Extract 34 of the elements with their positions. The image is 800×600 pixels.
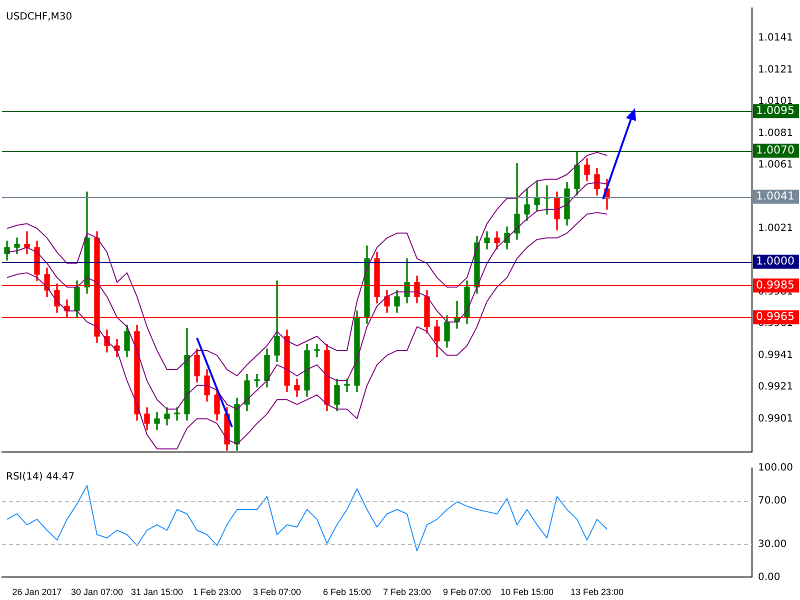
x-tick-label: 31 Jan 15:00	[130, 587, 184, 598]
y-tick-label: 1.0141	[758, 32, 793, 44]
ref-line-label: 1.0070	[756, 144, 794, 157]
y-tick-label: 70.00	[758, 495, 787, 506]
chart-title: RSI(14) 44.47	[6, 472, 75, 483]
y-tick-label: 1.0081	[758, 128, 793, 139]
y-tick-label: 0.9901	[758, 413, 793, 424]
chart-title: USDCHF,M30	[6, 12, 72, 23]
y-tick-label: 1.0061	[758, 160, 793, 171]
x-tick-label: 30 Jan 07:00	[70, 587, 124, 598]
candlestick	[314, 344, 320, 358]
y-tick-label: 1.0121	[758, 64, 793, 76]
x-tick-label: 6 Feb 15:00	[322, 587, 372, 598]
x-tick-label: 7 Feb 23:00	[382, 587, 432, 598]
y-tick-label: 30.00	[758, 539, 787, 550]
ref-line-label: 0.9965	[756, 310, 794, 324]
x-tick-label: 10 Feb 15:00	[500, 587, 554, 598]
ref-line-label: 1.0095	[756, 104, 794, 117]
x-tick-label: 26 Jan 2017	[12, 587, 62, 598]
x-tick-label: 1 Feb 23:00	[192, 587, 242, 598]
y-tick-label: 0.9921	[758, 382, 793, 393]
y-tick-label: 100.00	[758, 462, 793, 474]
y-tick-label: 1.0021	[758, 223, 793, 234]
x-tick-label: 9 Feb 07:00	[442, 587, 492, 598]
x-tick-label: 3 Feb 07:00	[252, 587, 302, 598]
candlestick	[24, 231, 30, 254]
candlestick	[344, 378, 350, 392]
y-tick-label: 0.00	[758, 572, 780, 583]
ref-line-label: 0.9985	[756, 278, 794, 292]
candlestick	[254, 374, 260, 388]
y-tick-label: 0.9941	[758, 350, 793, 361]
x-tick-label: 13 Feb 23:00	[570, 587, 624, 598]
ref-line-label: 1.0000	[756, 254, 794, 268]
ref-line-label: 1.0041	[756, 190, 794, 203]
